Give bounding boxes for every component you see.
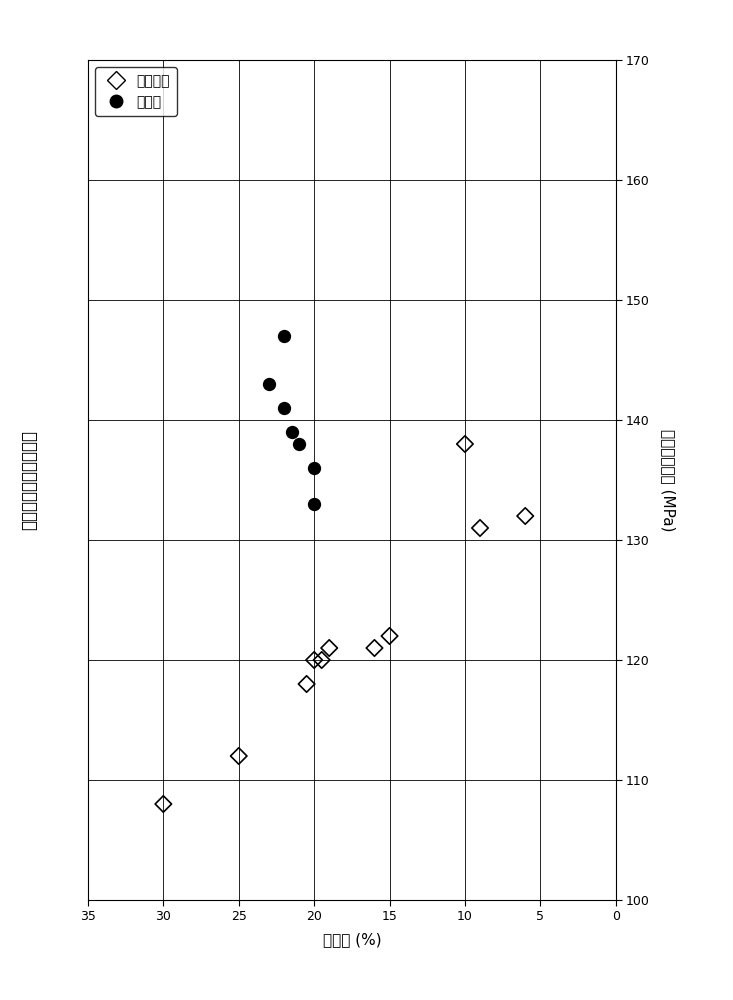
Point — [323, 640, 335, 656]
Point — [278, 328, 290, 344]
Point — [309, 652, 320, 668]
Point — [520, 508, 531, 524]
Point — [263, 376, 275, 392]
Point — [233, 748, 245, 764]
Point — [383, 628, 395, 644]
Point — [369, 640, 380, 656]
Point — [309, 460, 320, 476]
Legend: 非本发明, 本发明: 非本发明, 本发明 — [95, 67, 177, 116]
Y-axis label: 拉伸屈服强度 (MPa): 拉伸屈服强度 (MPa) — [661, 429, 676, 531]
X-axis label: 伸长率 (%): 伸长率 (%) — [323, 932, 381, 947]
Point — [316, 652, 328, 668]
Point — [459, 436, 471, 452]
Point — [278, 400, 290, 416]
Point — [301, 676, 312, 692]
Point — [309, 496, 320, 512]
Text: 拉伸屈服强度对伸长率: 拉伸屈服强度对伸长率 — [21, 430, 38, 530]
Point — [158, 796, 169, 812]
Point — [293, 436, 305, 452]
Point — [474, 520, 486, 536]
Point — [286, 424, 298, 440]
